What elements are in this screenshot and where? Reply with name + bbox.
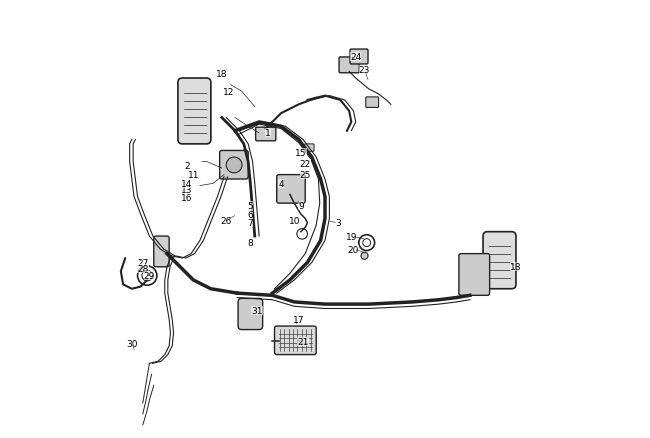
Text: 18: 18 bbox=[216, 70, 228, 79]
Text: 30: 30 bbox=[126, 339, 138, 348]
Text: 17: 17 bbox=[293, 315, 304, 324]
Text: 10: 10 bbox=[289, 217, 300, 226]
FancyBboxPatch shape bbox=[238, 299, 263, 330]
Text: 14: 14 bbox=[181, 180, 192, 188]
Text: 29: 29 bbox=[144, 272, 155, 280]
FancyBboxPatch shape bbox=[339, 58, 359, 74]
Text: 12: 12 bbox=[223, 88, 234, 96]
Text: 2: 2 bbox=[184, 162, 190, 171]
Text: 9: 9 bbox=[298, 201, 304, 210]
Text: 31: 31 bbox=[251, 307, 263, 315]
FancyBboxPatch shape bbox=[178, 79, 211, 145]
FancyBboxPatch shape bbox=[366, 98, 378, 108]
Text: 16: 16 bbox=[181, 194, 192, 202]
FancyBboxPatch shape bbox=[277, 175, 305, 204]
Text: 7: 7 bbox=[248, 219, 254, 228]
Circle shape bbox=[226, 158, 242, 173]
Text: 25: 25 bbox=[300, 171, 311, 180]
Text: 15: 15 bbox=[295, 149, 307, 158]
Text: 19: 19 bbox=[346, 232, 357, 241]
Text: 22: 22 bbox=[300, 160, 311, 169]
FancyBboxPatch shape bbox=[304, 145, 314, 152]
Text: 28: 28 bbox=[137, 265, 148, 274]
Text: 18: 18 bbox=[510, 263, 522, 272]
Text: 23: 23 bbox=[359, 66, 370, 74]
FancyBboxPatch shape bbox=[220, 151, 248, 180]
FancyBboxPatch shape bbox=[154, 237, 169, 267]
FancyBboxPatch shape bbox=[350, 50, 368, 65]
Text: 6: 6 bbox=[248, 210, 254, 219]
FancyBboxPatch shape bbox=[255, 128, 276, 141]
Text: 5: 5 bbox=[248, 201, 254, 210]
Text: 4: 4 bbox=[278, 180, 284, 188]
Text: 21: 21 bbox=[297, 337, 309, 346]
Text: 1: 1 bbox=[265, 129, 271, 138]
Text: 3: 3 bbox=[335, 219, 341, 228]
FancyBboxPatch shape bbox=[459, 254, 489, 296]
FancyBboxPatch shape bbox=[483, 232, 516, 289]
Text: 26: 26 bbox=[220, 217, 232, 226]
Text: 8: 8 bbox=[248, 239, 254, 247]
Text: 27: 27 bbox=[137, 258, 148, 267]
Text: 24: 24 bbox=[350, 53, 361, 61]
Circle shape bbox=[361, 253, 368, 260]
Text: 13: 13 bbox=[181, 186, 192, 195]
Text: 11: 11 bbox=[188, 171, 199, 180]
Text: 20: 20 bbox=[348, 245, 359, 254]
FancyBboxPatch shape bbox=[274, 326, 316, 355]
